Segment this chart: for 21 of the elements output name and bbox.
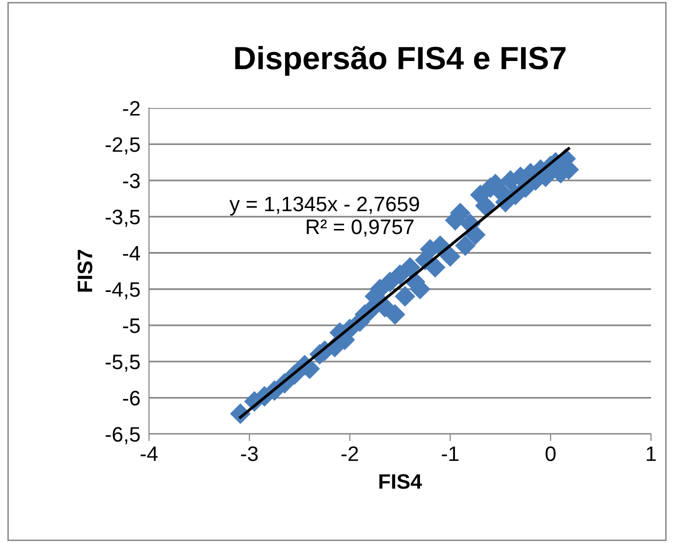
y-tick-label: -6 (123, 390, 140, 406)
y-axis-title: FIS7 (78, 250, 92, 292)
x-tick-label: -4 (140, 446, 158, 461)
y-tick-label: -5 (123, 318, 140, 334)
y-tick-label: -2 (123, 101, 140, 116)
x-tick-label: 1 (646, 446, 656, 461)
y-tick-label: -4 (123, 246, 140, 260)
x-tick-label: -2 (341, 446, 358, 461)
x-tick-label: 0 (546, 446, 556, 462)
x-tick-label: -1 (442, 446, 458, 461)
x-axis-title: FIS4 (379, 474, 422, 489)
annotation: y = 1,1345x - 2,7659 (229, 196, 419, 216)
x-tick-label: -3 (241, 446, 258, 462)
y-tick-label: -5,5 (106, 354, 140, 372)
y-tick-label: -6,5 (106, 427, 140, 444)
y-tick-label: -4,5 (106, 282, 140, 300)
y-tick-label: -3,5 (106, 210, 140, 227)
y-tick-label: -3 (123, 173, 140, 188)
annotation: R² = 0,9757 (306, 219, 414, 237)
chart-title: Dispersão FIS4 e FIS7 (235, 46, 566, 76)
y-tick-label: -2,5 (106, 137, 140, 154)
